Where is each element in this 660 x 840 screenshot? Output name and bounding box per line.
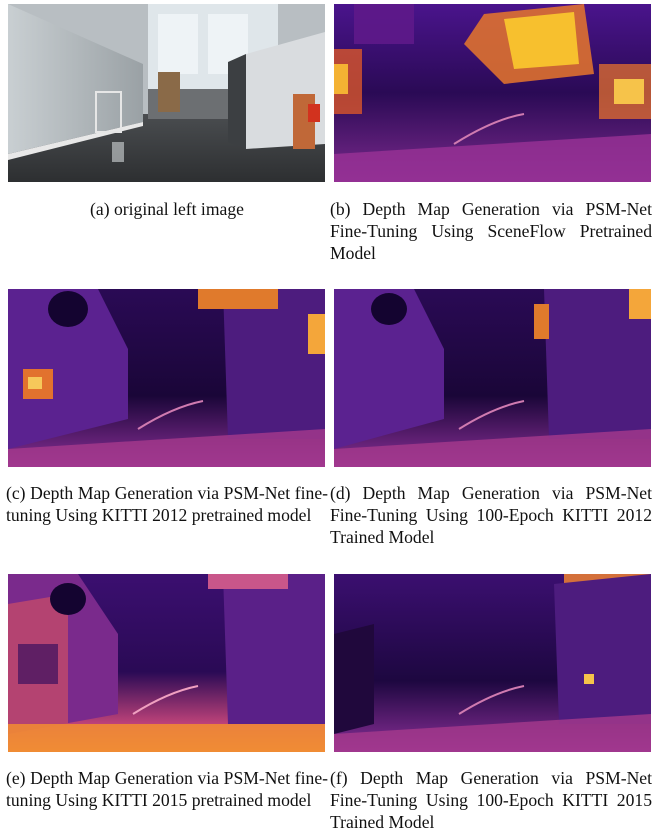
office-photo <box>8 4 325 182</box>
caption-e: (e) Depth Map Generation via PSM-Net fin… <box>6 768 328 810</box>
depth-map-b <box>334 4 651 182</box>
panel-a-original-image <box>8 4 325 182</box>
caption-f: (f) Depth Map Generation via PSM-Net Fin… <box>330 768 652 832</box>
panel-d-depth-kitti2012-trained <box>334 289 651 467</box>
panel-c-depth-kitti2012-pretrained <box>8 289 325 467</box>
panel-f-depth-kitti2015-trained <box>334 574 651 752</box>
depth-map-c <box>8 289 325 467</box>
panel-b-depth-sceneflow <box>334 4 651 182</box>
depth-map-e <box>8 574 325 752</box>
caption-b: (b) Depth Map Generation via PSM-Net Fin… <box>330 199 652 263</box>
depth-map-d <box>334 289 651 467</box>
caption-a: (a) original left image <box>90 199 244 219</box>
panel-e-depth-kitti2015-pretrained <box>8 574 325 752</box>
caption-c: (c) Depth Map Generation via PSM-Net fin… <box>6 483 328 525</box>
depth-map-f <box>334 574 651 752</box>
caption-d: (d) Depth Map Generation via PSM-Net Fin… <box>330 483 652 547</box>
